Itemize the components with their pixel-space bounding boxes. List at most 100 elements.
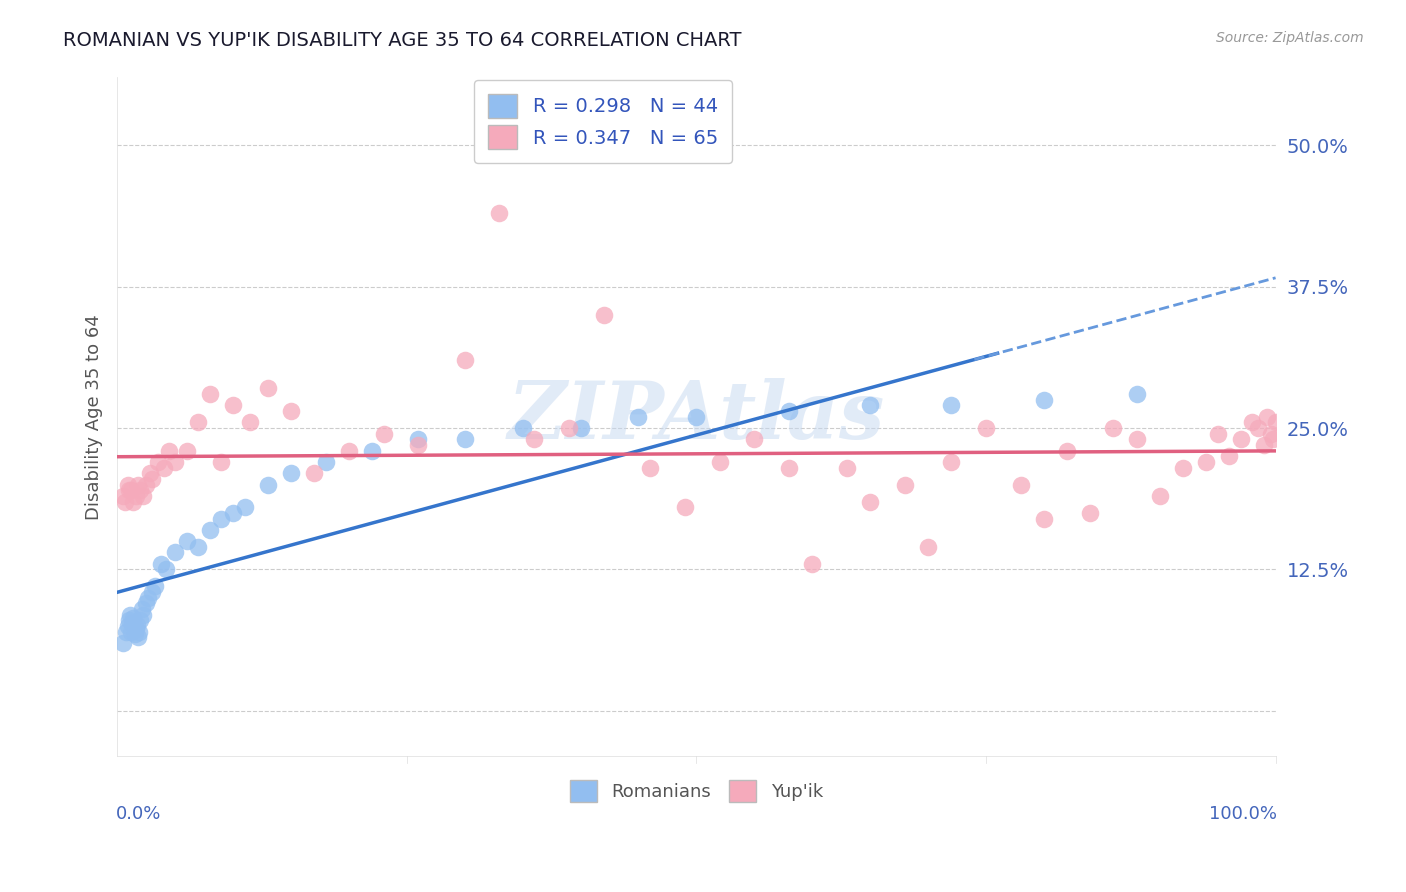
Point (1263, 433, 1285, 447)
Point (120, 624, 142, 639)
Text: 0.0%: 0.0% (117, 805, 162, 823)
Point (742, 433, 765, 447)
Point (454, 353, 477, 368)
Point (111, 489, 134, 503)
Point (239, 416, 262, 430)
Point (1078, 506, 1101, 520)
Point (146, 455, 169, 469)
Point (302, 467, 325, 481)
Point (114, 494, 136, 508)
Point (135, 596, 157, 610)
Point (111, 636, 134, 650)
Point (152, 460, 174, 475)
Point (129, 483, 152, 498)
Point (373, 426, 395, 441)
Point (122, 494, 145, 508)
Point (408, 433, 430, 447)
Point (974, 421, 997, 435)
Text: ROMANIAN VS YUP'IK DISABILITY AGE 35 TO 64 CORRELATION CHART: ROMANIAN VS YUP'IK DISABILITY AGE 35 TO … (63, 31, 742, 50)
Point (256, 477, 278, 491)
Point (176, 534, 198, 549)
Point (1253, 438, 1275, 452)
Point (917, 540, 939, 554)
Point (512, 421, 534, 435)
Point (138, 591, 160, 605)
Point (125, 623, 148, 637)
Point (118, 483, 141, 498)
Point (941, 455, 963, 469)
Point (187, 416, 209, 430)
Point (165, 455, 187, 469)
Point (198, 387, 221, 401)
Point (1056, 443, 1078, 458)
Point (1171, 460, 1194, 475)
Point (145, 579, 167, 593)
Point (778, 404, 800, 418)
Point (141, 585, 163, 599)
Text: Source: ZipAtlas.com: Source: ZipAtlas.com (1216, 31, 1364, 45)
Legend: Romanians, Yup'ik: Romanians, Yup'ik (557, 767, 835, 815)
Point (131, 602, 153, 616)
Point (894, 477, 917, 491)
Point (222, 399, 245, 413)
Point (315, 455, 337, 469)
Point (337, 443, 360, 458)
Point (222, 506, 245, 520)
Point (157, 443, 180, 458)
Point (280, 467, 302, 481)
Point (128, 624, 150, 639)
Point (127, 630, 149, 644)
Point (592, 308, 614, 322)
Point (709, 455, 731, 469)
Point (1032, 511, 1054, 525)
Point (131, 607, 153, 622)
Point (627, 409, 650, 424)
Point (120, 483, 142, 498)
Point (1125, 433, 1147, 447)
Text: 100.0%: 100.0% (1209, 805, 1277, 823)
Point (1195, 455, 1218, 469)
Point (941, 399, 963, 413)
Point (1247, 421, 1270, 435)
Point (129, 613, 152, 627)
Point (1256, 409, 1278, 424)
Point (569, 421, 592, 435)
Point (835, 460, 858, 475)
Point (488, 206, 510, 220)
Point (198, 523, 221, 537)
Point (127, 477, 149, 491)
Point (1032, 392, 1054, 407)
Text: ZIPAtlas: ZIPAtlas (508, 378, 884, 456)
Point (1260, 426, 1282, 441)
Point (125, 489, 148, 503)
Point (165, 545, 187, 559)
Point (638, 460, 661, 475)
Point (408, 438, 430, 452)
Point (209, 511, 232, 525)
Point (155, 562, 177, 576)
Point (1125, 387, 1147, 401)
Point (1149, 489, 1171, 503)
Point (124, 627, 146, 641)
Point (117, 619, 139, 633)
Point (859, 399, 882, 413)
Point (778, 460, 800, 475)
Point (859, 494, 882, 508)
Point (280, 404, 302, 418)
Point (673, 500, 696, 515)
Point (801, 557, 824, 571)
Point (117, 477, 139, 491)
Point (209, 455, 232, 469)
Point (1264, 416, 1286, 430)
Point (150, 557, 173, 571)
Point (1218, 450, 1240, 464)
Point (1230, 433, 1253, 447)
Point (121, 615, 143, 630)
Point (256, 381, 278, 395)
Point (1206, 426, 1229, 441)
Point (118, 607, 141, 622)
Point (138, 467, 160, 481)
Point (523, 433, 546, 447)
Point (361, 443, 384, 458)
Point (131, 489, 153, 503)
